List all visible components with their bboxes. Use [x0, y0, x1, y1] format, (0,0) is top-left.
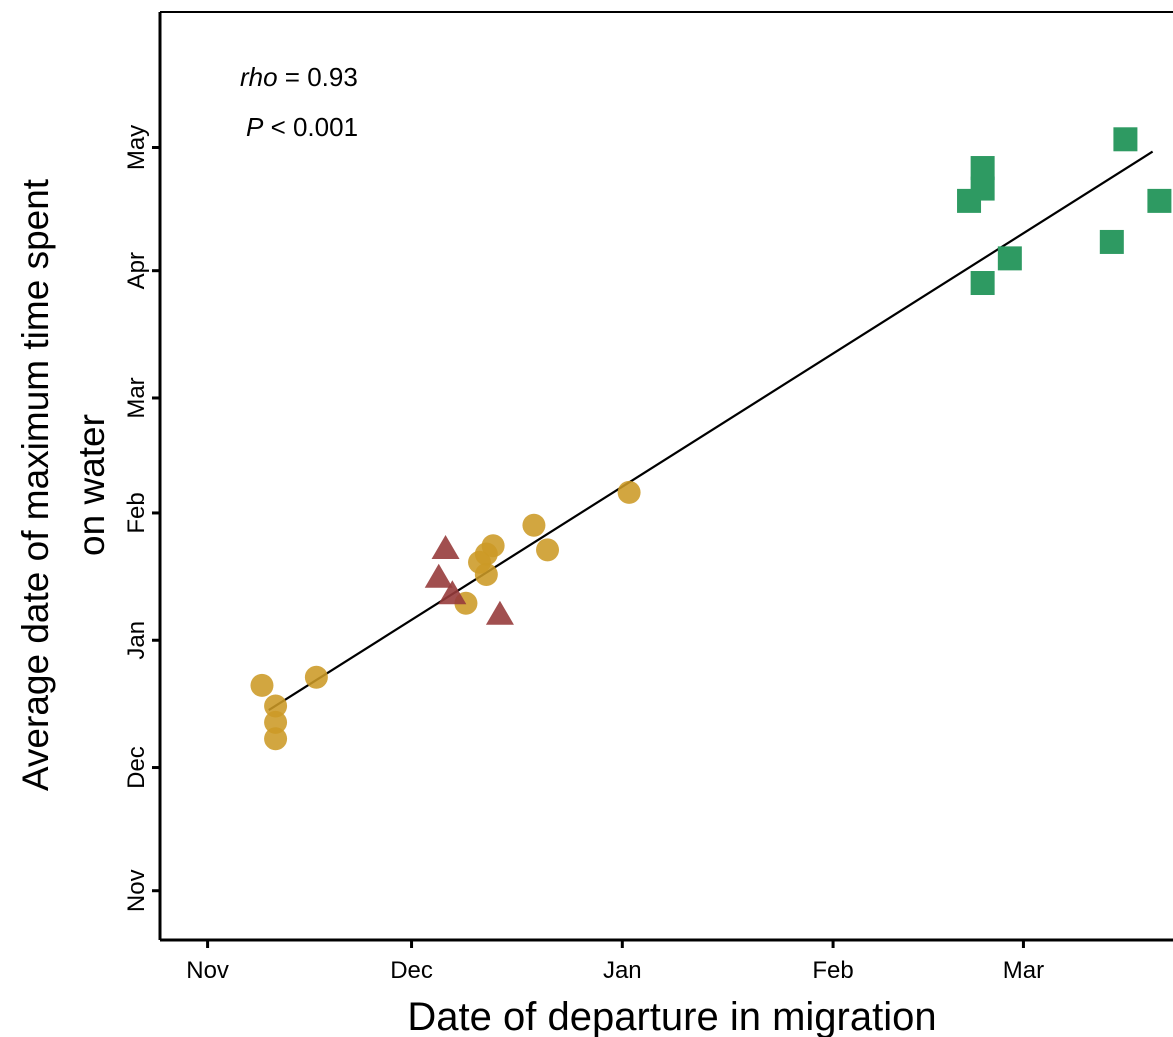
square-point [1099, 229, 1124, 254]
trendline-group [268, 150, 1154, 711]
circle-point [264, 694, 288, 718]
square-point [1147, 188, 1172, 213]
triangle-point [424, 563, 453, 588]
x-tick-label: Jan [603, 957, 642, 984]
p-label: P [246, 112, 264, 142]
circle-point [264, 727, 288, 751]
x-axis-title: Date of departure in migration [407, 995, 936, 1037]
circle-point [522, 513, 546, 537]
x-ticks: Nov Dec Jan Feb Mar [186, 940, 1044, 984]
circle-point [617, 480, 641, 504]
y-axis-title-line2: on water [71, 414, 112, 556]
square-point [997, 246, 1022, 271]
triangle-point [438, 580, 467, 605]
y-tick-label: Feb [123, 492, 150, 533]
y-tick-label: May [123, 125, 150, 170]
circle-point [536, 538, 560, 562]
p-value: < 0.001 [263, 112, 358, 142]
circle-point [474, 563, 498, 587]
trend-line [268, 150, 1154, 711]
triangle-point [431, 535, 460, 560]
y-tick-label: Apr [123, 252, 150, 289]
y-tick-label: Jan [123, 621, 150, 660]
square-point [970, 156, 995, 181]
y-ticks: Nov Dec Jan Feb Mar Apr May [123, 125, 160, 912]
points-group [250, 127, 1172, 751]
y-tick-label: Nov [123, 869, 150, 912]
rho-value: = 0.93 [278, 62, 358, 92]
rho-label: rho [240, 62, 278, 92]
circle-point [304, 665, 328, 689]
axes [158, 11, 1173, 942]
p-annotation: P < 0.001 [246, 112, 358, 142]
x-tick-label: Dec [390, 957, 433, 984]
y-axis-title-line1: Average date of maximum time spent [15, 178, 56, 791]
y-tick-label: Dec [123, 746, 150, 789]
square-point [1113, 127, 1138, 152]
square-point [957, 188, 982, 213]
triangle-point [485, 600, 514, 625]
x-tick-label: Feb [812, 957, 853, 984]
square-point [970, 271, 995, 296]
x-tick-label: Nov [186, 957, 229, 984]
x-tick-label: Mar [1003, 957, 1044, 984]
y-tick-label: Mar [123, 377, 150, 418]
rho-annotation: rho = 0.93 [240, 62, 358, 92]
circle-point [481, 534, 505, 558]
circle-point [250, 673, 274, 697]
circle-point [264, 710, 288, 734]
